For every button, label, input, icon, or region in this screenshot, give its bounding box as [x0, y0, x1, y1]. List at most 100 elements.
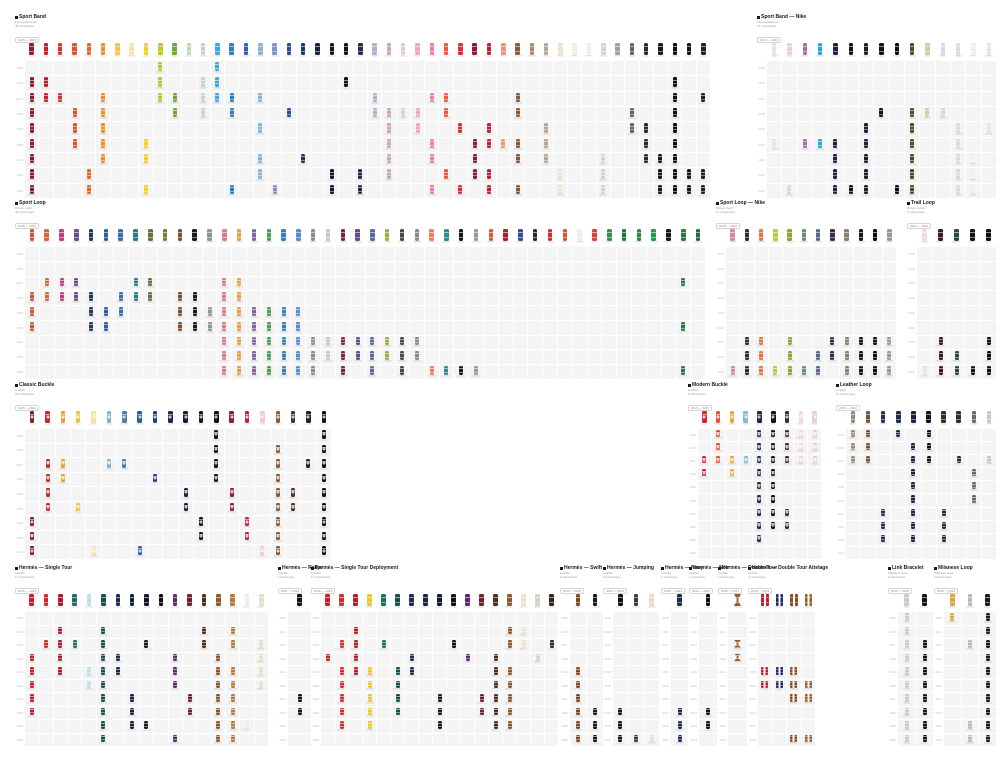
- grid-cell: [498, 335, 513, 350]
- band-swatch: [515, 138, 520, 148]
- grid-cell: [766, 546, 780, 559]
- grid-cell: [82, 733, 96, 746]
- band-swatch: [549, 640, 554, 648]
- band-swatch: [370, 336, 375, 346]
- cell-label: d57e92: [220, 301, 229, 304]
- grid-cell: [794, 546, 808, 559]
- cell-label: 7e1f2a: [28, 554, 36, 558]
- grid-cell: 2e2925: [639, 152, 653, 168]
- grid-cell: [68, 679, 82, 692]
- date-range-pill: 2022 — 2023: [689, 588, 714, 594]
- column-header-label: 0f0f11: [985, 241, 992, 244]
- cell-label: 8a4e22: [789, 688, 798, 691]
- season-row: 2024 141416 3a3a3e e8dcc8: [603, 733, 659, 746]
- row-label: 2017: [935, 643, 942, 648]
- grid-cell: [602, 365, 617, 379]
- band-swatch: [29, 307, 34, 316]
- column-header-label: c0d3da: [199, 55, 207, 58]
- band-swatch: [465, 653, 470, 661]
- grid-cell: [173, 335, 187, 350]
- band-swatch: [759, 336, 764, 346]
- grid-cell: [267, 152, 282, 168]
- grid-cell: [339, 61, 353, 76]
- season-row: 2018: [603, 652, 659, 665]
- grid-cell: [587, 320, 602, 335]
- panel-title: Link Bracelet: [888, 565, 933, 571]
- band-swatch: [216, 707, 221, 715]
- grid-cell: [613, 652, 628, 665]
- grid-cell: [617, 335, 631, 350]
- grid-cell: e8ccd0: [808, 442, 821, 455]
- band-swatch: [103, 229, 109, 241]
- grid-cell: 89593a: [510, 137, 525, 152]
- cell-label: 4e9d5b: [265, 345, 273, 348]
- row-label: 2016: [690, 629, 697, 634]
- band-swatch: [773, 366, 778, 375]
- band-swatch: [315, 43, 320, 55]
- grid-cell: [787, 652, 801, 665]
- column-header-label: af1e2d: [502, 241, 510, 244]
- cell-label: c9c9cc: [902, 742, 911, 745]
- column-header-label: 9a5c28: [733, 606, 742, 609]
- grid-cell: 121318: [921, 429, 936, 442]
- grid-cell: [981, 468, 996, 481]
- column-header-label: 2a5f9e: [136, 423, 144, 426]
- column-header-row: c75a41 d8692f c13e7d 6a4e8d 26395d 2e5e9d 396f…: [15, 227, 705, 246]
- season-row: 2023 7e1f2a f5e0a0 2a5f9e f5c9c2 8a5a36 111114: [15, 545, 331, 559]
- grid-cell: [944, 625, 961, 638]
- column-header: 397ec0: [277, 227, 291, 246]
- band-swatch: [572, 43, 577, 55]
- row-label: 2017: [719, 643, 726, 648]
- band-swatch: [830, 351, 835, 361]
- column-header-label: 141418: [920, 606, 929, 609]
- panel-grid: d8a845 b8b8bc 1a1a1e 2015 d8a845 1a1a1e 2016 1a…: [934, 591, 996, 746]
- column-header: a8896c: [525, 41, 538, 60]
- grid-cell: [291, 261, 306, 276]
- column-header-label: 19191b: [457, 241, 465, 244]
- grid-cell: [425, 106, 439, 122]
- grid-cell: [419, 666, 432, 679]
- grid-cell: 397ec0: [276, 335, 291, 350]
- grid-cell: [961, 612, 979, 625]
- grid-cell: d8d4e2: [935, 106, 950, 122]
- grid-cell: [396, 137, 410, 152]
- column-header: 3a1a1e: [933, 227, 948, 246]
- grid-cell: [944, 679, 961, 692]
- grid-cell: [267, 91, 282, 106]
- grid-cell: [125, 168, 139, 183]
- grid-cell: 1a1a1e: [979, 720, 996, 733]
- cell-label: b87a3a: [228, 634, 237, 637]
- band-swatch: [757, 508, 762, 516]
- row-label: 2017: [16, 281, 23, 286]
- grid-cell: [86, 501, 101, 516]
- grid-cell: 111114: [316, 545, 331, 559]
- cell-label: 8a5a30: [505, 728, 514, 731]
- grid-cell: [691, 291, 705, 306]
- grid-cell: [846, 546, 861, 559]
- column-header: 3e8d4e: [602, 227, 616, 246]
- season-row: 2019: [718, 666, 747, 679]
- grid-cell: [197, 679, 211, 692]
- grid-cell: [147, 487, 163, 501]
- grid-cell: [891, 481, 906, 494]
- row-label: 2018: [935, 656, 942, 661]
- grid-cell: [363, 639, 376, 652]
- grid-cell: [239, 443, 255, 458]
- grid-cell: 3e2a1e: [780, 442, 794, 455]
- grid-cell: 212227: [696, 91, 710, 106]
- grid-cell: [568, 61, 582, 76]
- grid-cell: [217, 247, 232, 261]
- grid-cell: [461, 612, 474, 625]
- season-row: 2022 1b2a4e 141417 3e2a1e: [688, 520, 821, 533]
- grid-cell: [113, 320, 128, 335]
- grid-cell: [917, 276, 932, 291]
- grid-cell: [69, 261, 84, 276]
- grid-cell: 121318: [921, 455, 936, 468]
- band-swatch: [353, 667, 358, 675]
- row-label: 2016: [758, 81, 765, 86]
- grid-cell: [453, 91, 468, 106]
- grid-cell: [306, 276, 321, 291]
- cell-label: c12232: [485, 193, 493, 197]
- cell-label: 1a1a1e: [983, 620, 992, 623]
- band-swatch: [787, 366, 792, 375]
